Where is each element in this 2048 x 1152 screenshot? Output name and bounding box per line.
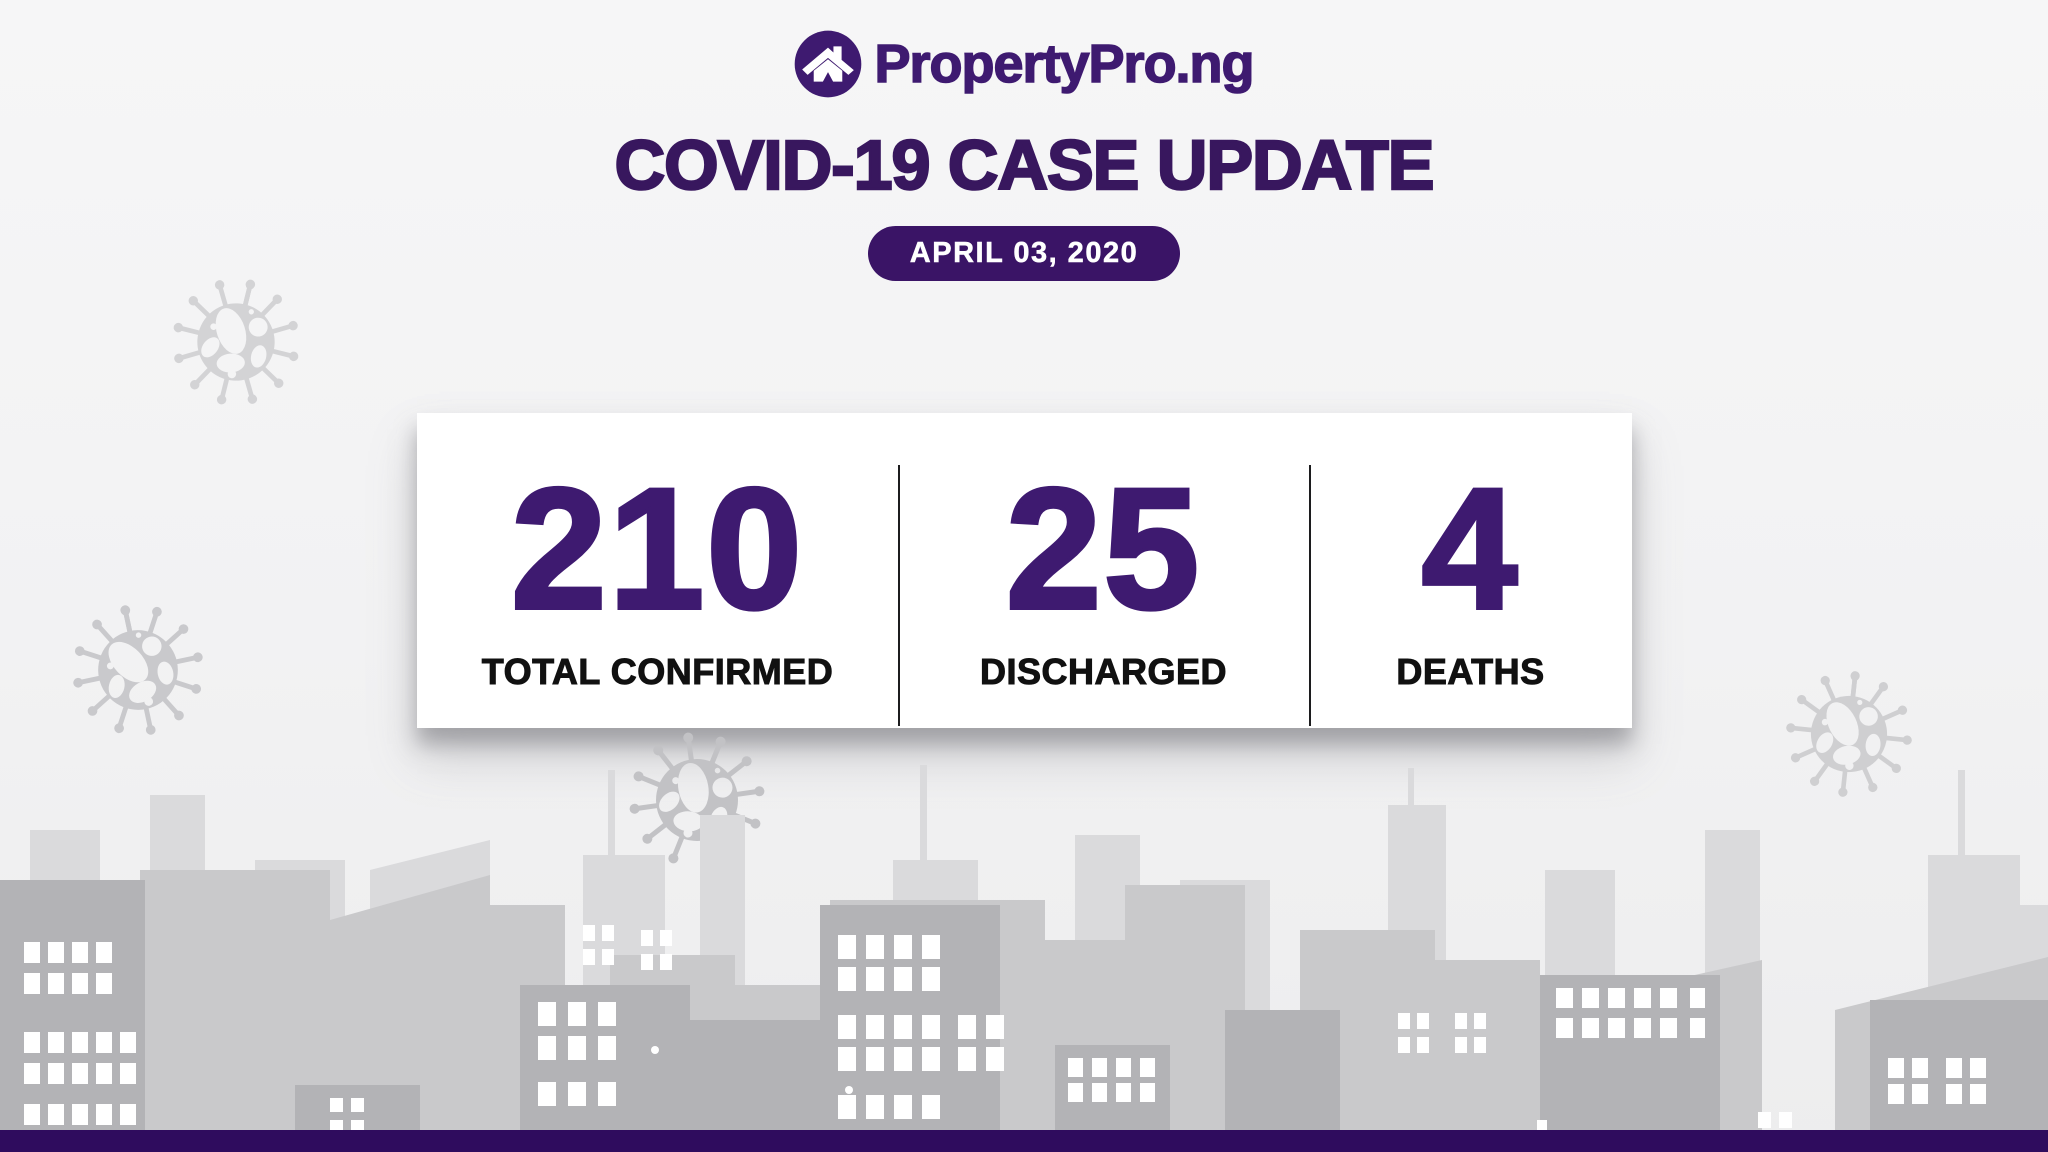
stat-label-total-confirmed: TOTAL CONFIRMED [481,651,834,693]
stat-label-deaths: DEATHS [1396,651,1545,693]
city-skyline [0,765,2048,1152]
coronavirus-icon [156,262,316,422]
coronavirus-icon [57,589,218,750]
stat-total-confirmed: 210 TOTAL CONFIRMED [417,413,898,728]
page-title: COVID-19 CASE UPDATE [613,126,1435,204]
card-divider [898,465,900,726]
stat-discharged: 25 DISCHARGED [898,413,1309,728]
stats-card: 210 TOTAL CONFIRMED 25 DISCHARGED 4 DEAT… [417,413,1632,728]
stat-value-total-confirmed: 210 [509,453,804,645]
stat-label-discharged: DISCHARGED [979,651,1227,693]
header: PropertyPro.ng COVID-19 CASE UPDATE APRI… [0,0,2048,281]
brand-name: PropertyPro.ng [874,33,1256,95]
stat-value-deaths: 4 [1420,453,1520,645]
stat-deaths: 4 DEATHS [1309,413,1632,728]
brand-logo: PropertyPro.ng [0,30,2048,98]
stat-value-discharged: 25 [1004,453,1202,645]
card-divider [1309,465,1311,726]
date-badge: APRIL 03, 2020 [867,226,1181,281]
footer-bar [0,1130,2048,1152]
house-logo-icon [795,30,862,98]
